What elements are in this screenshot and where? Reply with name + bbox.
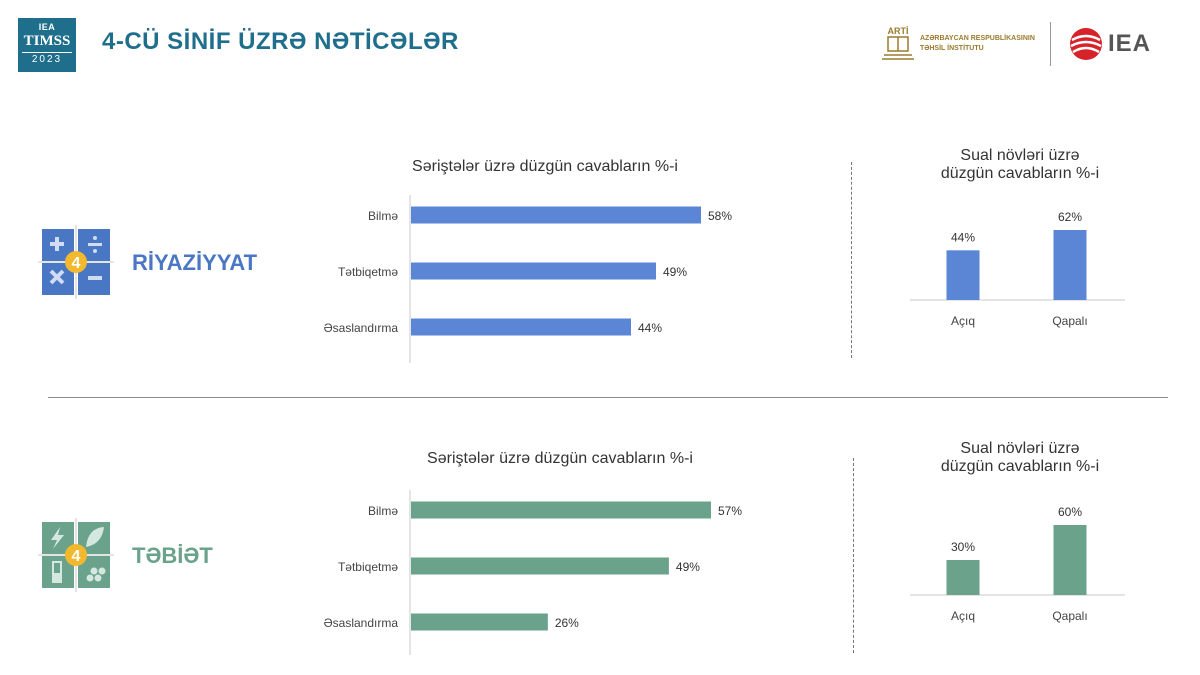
math-competency-sasland-rma-bar bbox=[411, 318, 631, 336]
math-competency-bilm-value-label: 58% bbox=[708, 209, 732, 223]
math-question-qapal-value-label: 62% bbox=[1058, 210, 1082, 224]
chart-title-science-competency: Səriştələr üzrə düzgün cavabların %-i bbox=[427, 450, 693, 467]
page-title: 4-CÜ SİNİF ÜZRƏ NƏTİCƏLƏR bbox=[102, 28, 459, 55]
math-competency-sasland-rma-category-label: Əsaslandırma bbox=[324, 321, 399, 335]
science-competency-t-tbiqetm-category-label: Tətbiqetmə bbox=[338, 560, 398, 574]
subject-label-science: TƏBİƏT bbox=[132, 543, 213, 568]
math-question-ac-q-value-label: 44% bbox=[951, 230, 975, 244]
science-badge: 4 bbox=[72, 548, 81, 565]
science-question-qapal-value-label: 60% bbox=[1058, 505, 1082, 519]
science-question-ac-q-category-label: Açıq bbox=[951, 609, 975, 623]
math-competency-t-tbiqetm-value-label: 49% bbox=[663, 265, 687, 279]
chart-title-math-question-line2: düzgün cavabların %-i bbox=[940, 165, 1100, 182]
math-competency-bilm-category-label: Bilmə bbox=[368, 209, 398, 223]
math-question-ac-q-bar bbox=[946, 250, 980, 300]
iea-globe-icon bbox=[1070, 28, 1102, 60]
iea-logo-text: IEA bbox=[1108, 30, 1152, 57]
math-competency-sasland-rma-value-label: 44% bbox=[638, 321, 662, 335]
science-competency-sasland-rma-bar bbox=[411, 613, 548, 631]
science-subject-icon: 4 bbox=[38, 518, 114, 592]
header-divider bbox=[1050, 22, 1051, 66]
chart-title-math-competency: Səriştələr üzrə düzgün cavabların %-i bbox=[412, 158, 678, 175]
chart-separator-science bbox=[853, 458, 854, 653]
arti-logo-text: AZƏRBAYCAN RESPUBLİKASININ TƏHSİL İNSTİT… bbox=[920, 34, 1035, 54]
science-competency-sasland-rma-value-label: 26% bbox=[555, 616, 579, 630]
science-competency-t-tbiqetm-value-label: 49% bbox=[676, 560, 700, 574]
math-competency-bilm-bar bbox=[411, 206, 701, 224]
timss-logo-iea: IEA bbox=[38, 22, 56, 32]
science-question-ac-q-value-label: 30% bbox=[951, 540, 975, 554]
math-question-qapal-bar bbox=[1053, 230, 1087, 300]
timss-logo: IEA TIMSS 2023 bbox=[18, 18, 76, 72]
chart-title-science-question-line2: düzgün cavabların %-i bbox=[940, 458, 1100, 475]
arti-line1: AZƏRBAYCAN RESPUBLİKASININ bbox=[920, 35, 1035, 42]
math-question-ac-q-category-label: Açıq bbox=[951, 314, 975, 328]
math-badge: 4 bbox=[72, 255, 81, 272]
timss-logo-name: TIMSS bbox=[23, 33, 71, 49]
math-subject-icon: 4 bbox=[38, 225, 114, 299]
chart-separator-math bbox=[851, 162, 852, 358]
chart-title-science-question-line1: Sual növləri üzrə bbox=[960, 440, 1080, 457]
science-competency-bilm-value-label: 57% bbox=[718, 504, 742, 518]
chart-math-question-type: 44% Açıq 62% Qapalı bbox=[910, 210, 1125, 328]
chart-title-math-question: Sual növləri üzrə düzgün cavabların %-i bbox=[900, 147, 1140, 183]
science-question-qapal-bar bbox=[1053, 525, 1087, 595]
arti-emblem-icon: ARTİ bbox=[882, 26, 914, 60]
chart-science-question-type: 30% Açıq 60% Qapalı bbox=[910, 505, 1125, 623]
science-competency-t-tbiqetm-bar bbox=[411, 557, 669, 575]
science-competency-sasland-rma-category-label: Əsaslandırma bbox=[324, 616, 399, 630]
science-competency-bilm-bar bbox=[411, 501, 711, 519]
arti-line2: TƏHSİL İNSTİTUTU bbox=[920, 45, 984, 52]
chart-math-competency: Bilmə 58% Tətbiqetmə 49% Əsaslandırma 44% bbox=[324, 195, 732, 363]
science-question-ac-q-bar bbox=[946, 560, 980, 595]
section-divider bbox=[48, 397, 1168, 398]
timss-logo-year: 2023 bbox=[22, 52, 72, 65]
math-competency-t-tbiqetm-category-label: Tətbiqetmə bbox=[338, 265, 398, 279]
arti-abbr: ARTİ bbox=[888, 26, 909, 36]
science-question-qapal-category-label: Qapalı bbox=[1052, 609, 1087, 623]
math-competency-t-tbiqetm-bar bbox=[411, 262, 656, 280]
chart-title-science-question: Sual növləri üzrə düzgün cavabların %-i bbox=[900, 440, 1140, 476]
math-question-qapal-category-label: Qapalı bbox=[1052, 314, 1087, 328]
subject-label-math: RİYAZİYYAT bbox=[132, 250, 258, 275]
science-competency-bilm-category-label: Bilmə bbox=[368, 504, 398, 518]
chart-title-math-question-line1: Sual növləri üzrə bbox=[960, 147, 1080, 164]
chart-science-competency: Bilmə 57% Tətbiqetmə 49% Əsaslandırma 26% bbox=[324, 490, 742, 655]
